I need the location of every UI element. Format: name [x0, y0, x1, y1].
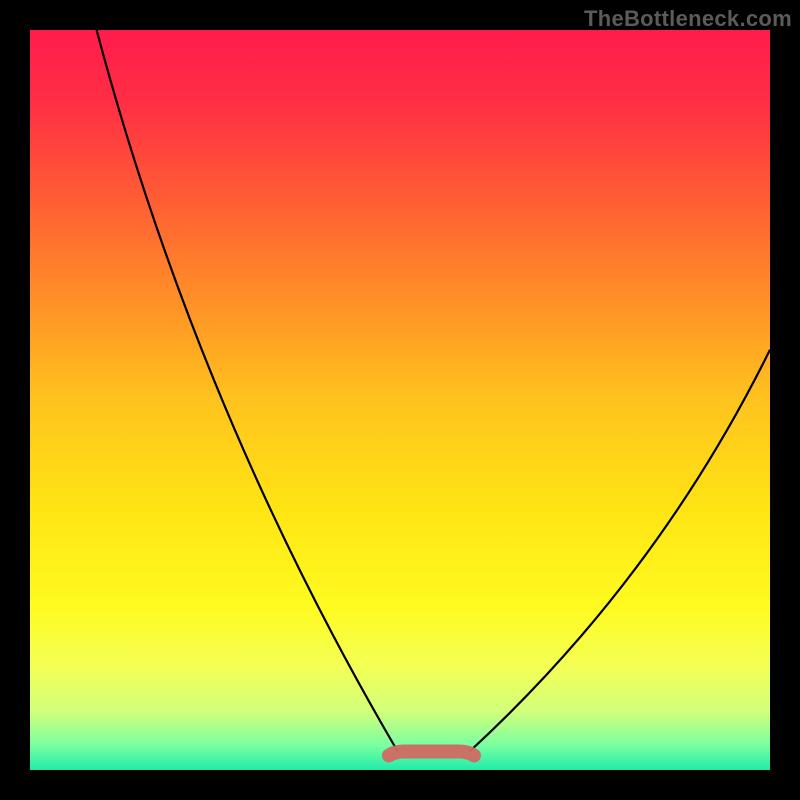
chart-stage: TheBottleneck.com	[0, 0, 800, 800]
background-svg	[0, 0, 800, 800]
gradient-plot-area	[30, 30, 770, 770]
optimal-zone-marker	[389, 752, 474, 756]
